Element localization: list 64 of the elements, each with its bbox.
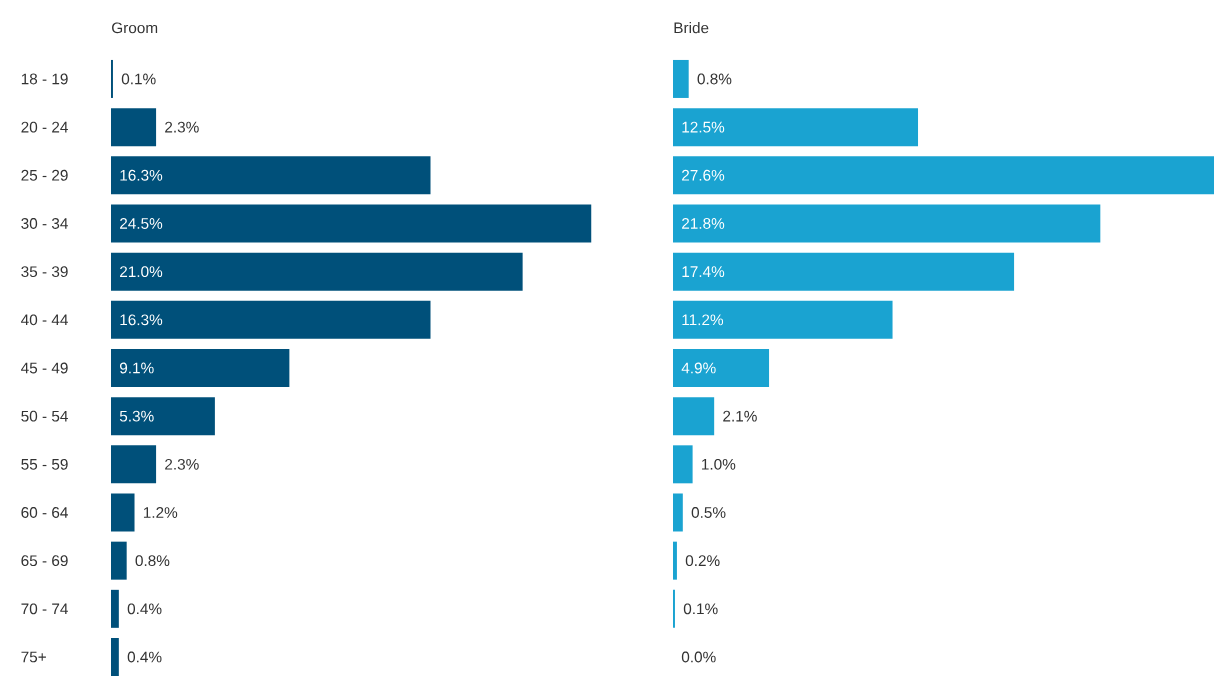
- bar: [673, 156, 1215, 195]
- y-tick-label: 55 - 59: [21, 458, 68, 470]
- bar: [111, 348, 290, 387]
- chart-title: Groom: [112, 22, 158, 34]
- bar: [111, 300, 431, 339]
- data-label: 2.1%: [723, 410, 757, 422]
- bar: [673, 108, 919, 147]
- y-tick-label: 70 - 74: [21, 603, 68, 615]
- bar: [673, 493, 683, 532]
- bar: [111, 493, 135, 532]
- y-tick-label: 18 - 19: [21, 73, 68, 85]
- bar: [111, 638, 119, 676]
- data-label: 0.4%: [127, 603, 162, 615]
- bar: [673, 300, 893, 339]
- data-label: 1.2%: [143, 507, 178, 518]
- bar: [673, 204, 1101, 243]
- data-label: 0.1%: [683, 603, 718, 615]
- y-tick-label: 50 - 54: [21, 410, 68, 422]
- bar: [111, 108, 157, 147]
- data-label: 5.3%: [119, 410, 154, 422]
- bar: [673, 252, 1015, 291]
- bar: [673, 59, 689, 98]
- data-label: 0.2%: [685, 555, 720, 567]
- data-label: 0.8%: [135, 555, 170, 567]
- bar: [111, 397, 215, 436]
- data-label: 21.0%: [120, 266, 163, 278]
- y-tick-label: 25 - 29: [21, 169, 68, 181]
- data-label: 2.3%: [165, 121, 199, 133]
- bar: [111, 156, 431, 195]
- y-tick-label: 75+: [21, 651, 46, 663]
- data-label: 16.3%: [120, 314, 163, 326]
- data-label: 17.4%: [682, 266, 725, 277]
- data-label: 24.5%: [120, 218, 163, 229]
- bar: [111, 252, 523, 291]
- y-tick-label: 20 - 24: [21, 121, 68, 133]
- data-label: 0.5%: [691, 507, 726, 518]
- data-label: 2.3%: [165, 458, 199, 470]
- bar: [673, 397, 715, 436]
- data-label: 12.5%: [682, 121, 725, 133]
- data-label: 27.6%: [682, 169, 725, 181]
- bar: [111, 445, 157, 484]
- data-label: 0.4%: [127, 651, 162, 663]
- bar: [111, 204, 592, 243]
- y-tick-label: 30 - 34: [21, 218, 68, 229]
- bar: [111, 589, 119, 628]
- bar: [673, 348, 770, 387]
- data-label: 0.8%: [697, 73, 732, 85]
- bar: [673, 541, 677, 580]
- y-tick-label: 60 - 64: [21, 507, 68, 518]
- data-label: 4.9%: [681, 362, 716, 374]
- y-tick-label: 35 - 39: [21, 266, 68, 278]
- y-tick-label: 40 - 44: [21, 314, 68, 326]
- data-label: 11.2%: [682, 314, 724, 326]
- y-tick-label: 65 - 69: [21, 555, 68, 567]
- data-label: 9.1%: [119, 362, 154, 374]
- data-label: 16.3%: [120, 169, 163, 181]
- data-label: 1.0%: [702, 458, 736, 470]
- bar: [673, 445, 693, 484]
- chart-title: Bride: [674, 22, 709, 34]
- data-label: 0.0%: [681, 651, 716, 663]
- bar: [111, 541, 127, 580]
- y-tick-label: 45 - 49: [21, 362, 68, 374]
- data-label: 0.1%: [121, 73, 156, 85]
- data-label: 21.8%: [682, 218, 725, 229]
